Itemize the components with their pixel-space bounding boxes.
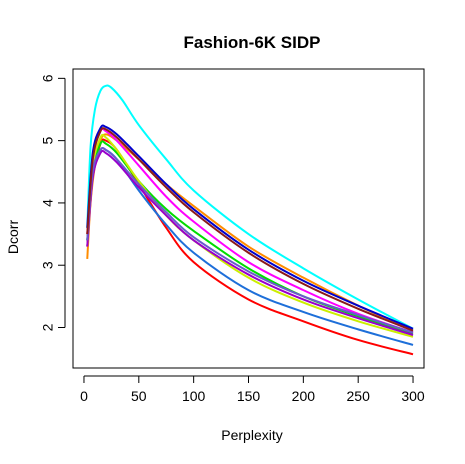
series-line-9 [86, 146, 414, 334]
y-axis-label: Dcorr [5, 220, 21, 255]
series-layer [86, 84, 414, 356]
series-line-10 [86, 124, 414, 330]
chart-title: Fashion-6K SIDP [184, 33, 321, 52]
y-tick-label: 2 [40, 323, 56, 331]
series-line-8 [86, 149, 414, 336]
x-tick-label: 0 [80, 388, 88, 404]
x-tick-label: 250 [347, 388, 371, 404]
x-tick-label: 100 [182, 388, 206, 404]
x-tick-label: 150 [237, 388, 261, 404]
x-axis-label: Perplexity [221, 427, 282, 443]
y-tick-label: 6 [40, 74, 56, 82]
x-axis: 0 50 100 150 200 250 300 [80, 375, 425, 404]
y-tick-label: 5 [40, 137, 56, 145]
plot-frame [72, 68, 425, 369]
y-tick-label: 4 [40, 199, 56, 207]
y-tick-label: 3 [40, 261, 56, 269]
series-line-3 [86, 84, 414, 330]
x-tick-label: 200 [292, 388, 316, 404]
series-line-11 [86, 127, 414, 332]
y-axis: 2 3 4 5 6 [40, 74, 66, 331]
series-line-5 [86, 140, 414, 335]
x-tick-label: 300 [401, 388, 425, 404]
x-tick-label: 50 [131, 388, 147, 404]
